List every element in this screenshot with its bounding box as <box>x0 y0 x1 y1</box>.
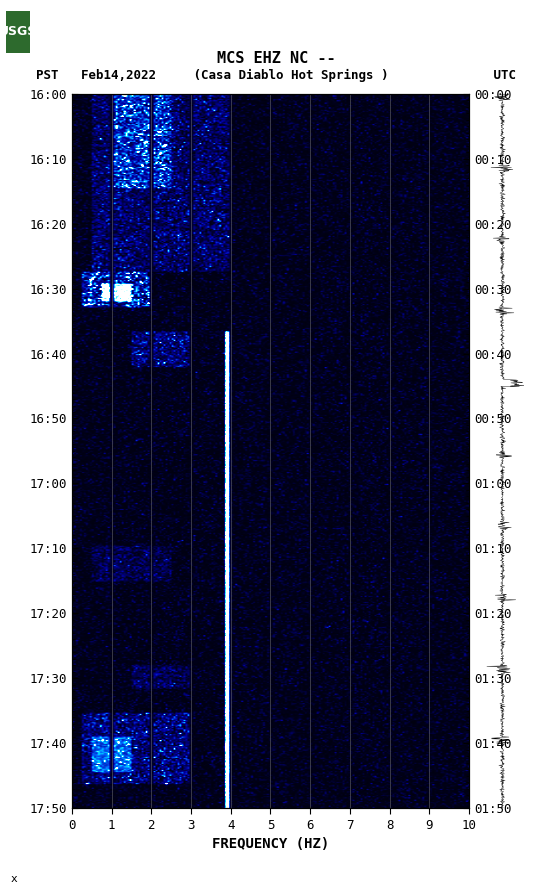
Text: USGS: USGS <box>0 24 37 38</box>
Text: MCS EHZ NC --: MCS EHZ NC -- <box>217 51 335 65</box>
FancyBboxPatch shape <box>6 12 30 53</box>
X-axis label: FREQUENCY (HZ): FREQUENCY (HZ) <box>212 837 329 851</box>
Text: PST   Feb14,2022     (Casa Diablo Hot Springs )              UTC: PST Feb14,2022 (Casa Diablo Hot Springs … <box>36 70 516 82</box>
Text: x: x <box>11 874 18 884</box>
